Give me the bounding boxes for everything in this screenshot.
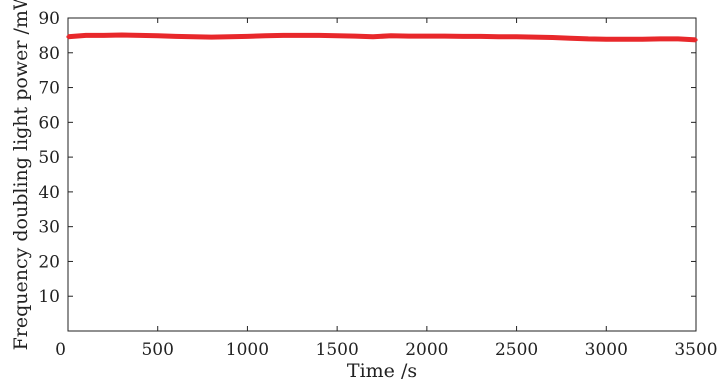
data-point: [622, 37, 626, 41]
y-tick-label: 10: [38, 287, 60, 307]
data-point: [156, 34, 160, 38]
data-point: [461, 34, 465, 39]
data-point: [120, 33, 124, 37]
data-point: [66, 35, 70, 39]
y-axis-label: Frequency doubling light power /mW: [10, 0, 32, 350]
tick-labels: 0 500 1000 1500 2000 2500 3000 3500 10 20 30 40 50 60…: [38, 9, 717, 360]
data-point: [568, 36, 573, 40]
data-point: [353, 34, 357, 38]
data-point: [443, 34, 447, 38]
series-line-0: [67, 32, 697, 43]
data-point: [425, 34, 429, 38]
y-tick-label: 90: [38, 9, 60, 29]
data-point: [658, 37, 662, 41]
data-point: [209, 35, 214, 39]
data-point: [604, 37, 608, 41]
y-tick-label: 40: [38, 183, 60, 203]
series-layer: [66, 32, 698, 43]
data-point: [317, 33, 321, 38]
axes: [67, 17, 697, 332]
x-tick-label: 2000: [405, 340, 448, 360]
data-point: [515, 35, 519, 39]
y-tick-label: 30: [38, 218, 60, 238]
data-point: [532, 35, 537, 39]
y-tick-label: 50: [38, 148, 60, 168]
data-point: [676, 37, 680, 41]
data-point: [550, 35, 555, 40]
data-point: [263, 34, 267, 38]
data-point: [281, 33, 285, 38]
data-point: [640, 37, 644, 41]
data-point: [586, 37, 590, 41]
data-point: [335, 34, 339, 38]
data-point: [245, 34, 249, 39]
data-point: [174, 34, 178, 39]
data-point: [192, 35, 196, 39]
data-point: [102, 33, 106, 38]
x-tick-label: 500: [141, 340, 173, 360]
data-point: [389, 34, 393, 38]
x-tick-label: 1500: [316, 340, 359, 360]
plot-frame: [67, 17, 697, 332]
y-tick-label: 70: [38, 79, 60, 99]
x-tick-label: 1000: [226, 340, 269, 360]
x-axis-label: Time /s: [347, 360, 417, 382]
data-point: [299, 33, 303, 38]
data-point: [407, 34, 411, 38]
x-tick-label: 0: [55, 340, 66, 360]
data-point: [138, 33, 142, 38]
data-point: [479, 34, 483, 39]
x-tick-label: 3000: [585, 340, 628, 360]
y-tick-label: 20: [38, 252, 60, 272]
data-point: [694, 38, 698, 42]
data-point: [227, 35, 232, 39]
data-point: [84, 33, 88, 38]
y-tick-label: 60: [38, 113, 60, 133]
y-tick-label: 80: [38, 44, 60, 64]
data-point: [371, 35, 375, 39]
x-tick-label: 2500: [495, 340, 538, 360]
data-point: [497, 35, 501, 39]
x-tick-label: 3500: [674, 340, 717, 360]
